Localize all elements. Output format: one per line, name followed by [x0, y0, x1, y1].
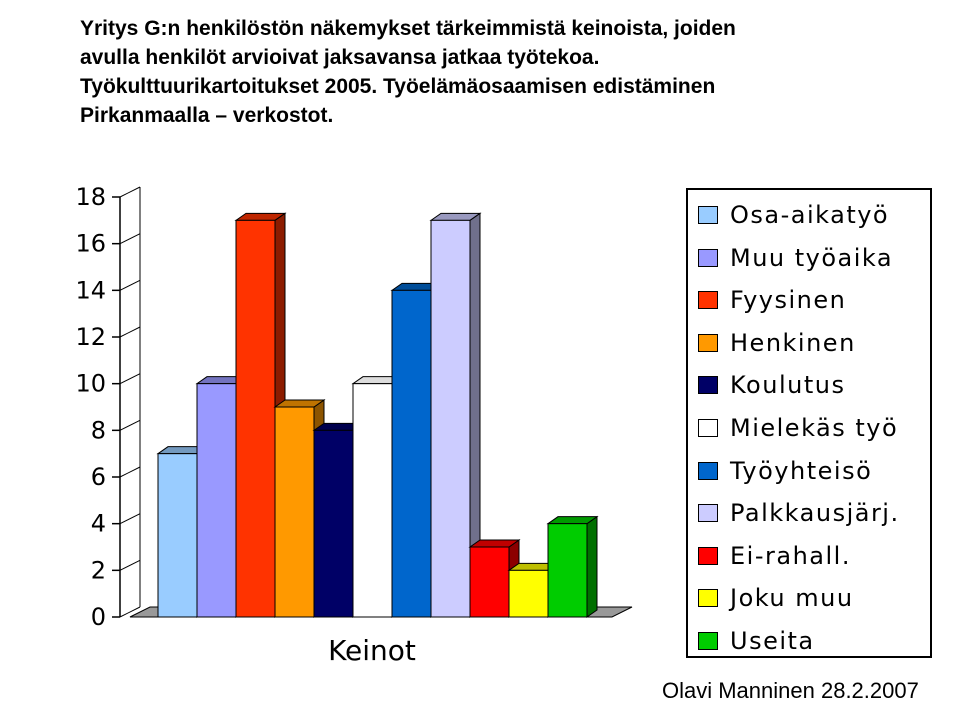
legend-label: Osa-aikatyö: [730, 201, 890, 229]
legend-item: Työyhteisö: [698, 456, 872, 486]
legend-label: Mielekäs työ: [730, 414, 899, 442]
legend-label: Fyysinen: [730, 286, 847, 315]
legend-label: Useita: [730, 627, 815, 655]
y-tick-depth: [119, 466, 141, 478]
legend-item: Osa-aikatyö: [698, 200, 889, 230]
y-tick-label: 4: [91, 510, 106, 538]
bar: [546, 515, 599, 618]
legend-label: Joku muu: [730, 584, 854, 613]
y-tick-label: 12: [75, 323, 106, 351]
bar-front: [235, 219, 276, 618]
y-tick-depth: [119, 513, 141, 525]
bar-front: [391, 289, 432, 618]
y-tick-label: 0: [91, 603, 106, 631]
legend-item: Muu työaika: [698, 243, 893, 273]
legend-swatch: [698, 546, 718, 565]
legend-label: Koulutus: [730, 371, 846, 400]
author-date: Olavi Manninen 28.2.2007: [662, 678, 919, 703]
legend-item: Ei-rahall.: [698, 541, 851, 571]
bar-chart: 0 2 4 6 8 10 12 14 16 18 Keinot: [75, 183, 633, 667]
bar-front: [430, 219, 471, 618]
bar-front: [313, 429, 354, 618]
y-tick-depth: [119, 559, 141, 571]
y-tick-depth: [119, 326, 141, 338]
legend-item: Joku muu: [698, 583, 854, 613]
y-tick-depth: [119, 419, 141, 431]
bar-front: [352, 383, 393, 618]
bar-front: [508, 569, 549, 618]
bar-side: [586, 515, 598, 618]
legend-item: Palkkausjärj.: [698, 498, 900, 528]
legend-swatch: [698, 461, 718, 480]
y-tick-label: 14: [75, 276, 106, 304]
title-line: avulla henkilöt arvioivat jaksavansa jat…: [80, 46, 600, 69]
legend-swatch: [698, 419, 718, 437]
y-tick-depth: [119, 186, 141, 198]
bar: [468, 539, 521, 618]
legend-item: Useita: [698, 626, 815, 656]
y-tick-depth: [119, 373, 141, 385]
bar-front: [547, 523, 588, 618]
legend-label: Työyhteisö: [730, 456, 873, 485]
y-tick-label: 2: [91, 556, 106, 584]
legend-swatch: [698, 206, 718, 224]
chart-title: Yritys G:n henkilöstön näkemykset tärkei…: [80, 14, 940, 130]
legend-swatch: [698, 632, 718, 650]
legend-swatch: [698, 333, 718, 352]
legend-item: Fyysinen: [698, 285, 846, 315]
bar-front: [274, 406, 315, 618]
title-line: Työkulttuurikartoitukset 2005. Työelämäo…: [80, 75, 716, 98]
chart-legend: Osa-aikatyö Muu työaika Fyysinen Henkinen Ko…: [686, 188, 932, 658]
bar-front: [157, 453, 198, 618]
legend-swatch: [698, 248, 718, 267]
legend-item: Mielekäs työ: [698, 413, 898, 443]
legend-item: Henkinen: [698, 328, 856, 358]
legend-swatch: [698, 504, 718, 523]
legend-item: Koulutus: [698, 370, 845, 400]
legend-label: Ei-rahall.: [730, 541, 851, 570]
legend-swatch: [698, 589, 718, 608]
y-tick-label: 6: [91, 463, 106, 491]
legend-label: Henkinen: [730, 328, 856, 357]
bar: [429, 212, 482, 618]
x-axis-label: Keinot: [328, 634, 416, 667]
bar-front: [469, 546, 510, 618]
bar-front: [196, 383, 237, 618]
legend-swatch: [698, 291, 718, 310]
legend-swatch: [698, 376, 718, 395]
title-line: Yritys G:n henkilöstön näkemykset tärkei…: [80, 17, 736, 40]
y-tick-label: 16: [75, 230, 106, 258]
legend-label: Palkkausjärj.: [730, 499, 900, 528]
y-tick-depth: [119, 606, 141, 618]
y-tick-depth: [119, 279, 141, 291]
title-line: Pirkanmaalla – verkostot.: [80, 104, 334, 127]
y-tick-label: 10: [75, 370, 106, 398]
y-tick-depth: [119, 233, 141, 245]
y-tick-label: 18: [75, 183, 106, 211]
y-tick-label: 8: [91, 416, 106, 444]
legend-label: Muu työaika: [730, 243, 894, 272]
